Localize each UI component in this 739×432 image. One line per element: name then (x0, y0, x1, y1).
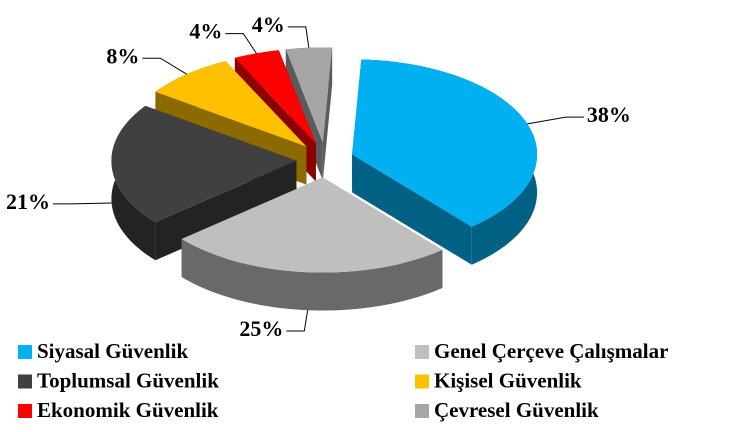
slice (181, 177, 443, 311)
leader-line (287, 26, 310, 48)
data-label: 21% (6, 189, 50, 214)
legend-swatch (18, 374, 32, 389)
legend-label: Kişisel Güvenlik (434, 368, 582, 392)
data-label: 4% (252, 12, 285, 37)
leader-line (527, 116, 584, 125)
legend-label: Ekonomik Güvenlik (37, 398, 219, 422)
slice (181, 177, 443, 273)
slice (234, 50, 316, 144)
slice (352, 59, 538, 265)
slice (155, 61, 307, 147)
leader-line (52, 202, 112, 205)
data-label: 4% (189, 19, 222, 44)
legend-label: Genel Çerçeve Çalışmalar (434, 339, 668, 363)
data-label: 8% (106, 43, 139, 68)
legend-swatch (415, 404, 429, 418)
legend-swatch (18, 404, 32, 418)
legend-label: Siyasal Güvenlik (37, 339, 188, 363)
legend-swatch (415, 374, 429, 389)
legend-label: Çevresel Güvenlik (434, 398, 599, 422)
data-label: 25% (239, 316, 283, 341)
leader-line (225, 33, 257, 54)
slice (111, 105, 297, 223)
legend-swatch (18, 345, 32, 359)
data-label: 38% (587, 102, 631, 127)
leader-line (142, 57, 188, 75)
slice-side (352, 154, 472, 265)
leader-line (286, 310, 309, 332)
slice (352, 59, 538, 227)
slice (285, 47, 333, 143)
legend-label: Toplumsal Güvenlik (37, 368, 219, 392)
slice-side (181, 239, 443, 311)
legend-swatch (415, 345, 429, 359)
